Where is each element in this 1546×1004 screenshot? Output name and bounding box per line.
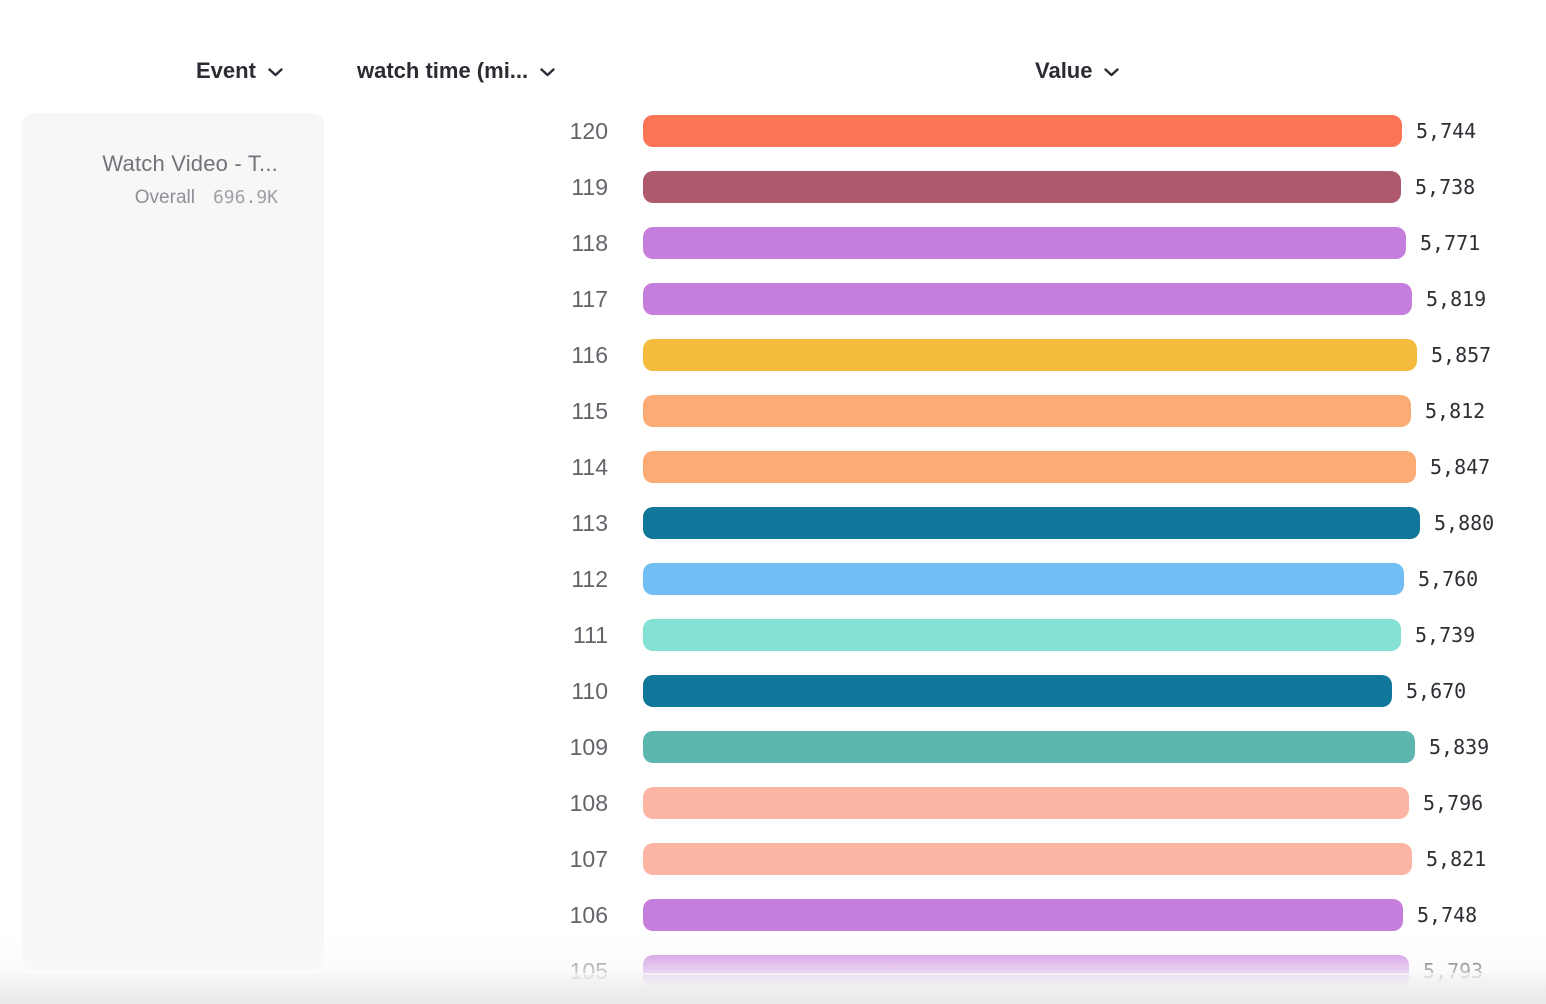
bar[interactable] (643, 227, 1406, 259)
category-label: 120 (569, 118, 608, 144)
value-label: 5,738 (1415, 175, 1476, 199)
category-label: 114 (571, 454, 608, 480)
category-label: 111 (573, 622, 608, 648)
chart-row: 114 5,847 (0, 451, 1546, 483)
event-card[interactable]: Watch Video - T... Overall 696.9K (22, 113, 324, 971)
chart-row: 117 5,819 (0, 283, 1546, 315)
measure-column-header[interactable]: watch time (mi... (357, 58, 555, 84)
bar[interactable] (643, 283, 1412, 315)
bar[interactable] (643, 563, 1404, 595)
value-label: 5,670 (1406, 679, 1467, 703)
event-title: Watch Video - T... (102, 151, 278, 176)
event-column-label: Event (196, 58, 256, 83)
segment-label: Overall (134, 187, 195, 208)
chart-row: 109 5,839 (0, 731, 1546, 763)
bar[interactable] (643, 899, 1403, 931)
bar[interactable] (643, 675, 1392, 707)
event-column-header[interactable]: Event (196, 58, 283, 84)
category-label: 107 (569, 846, 608, 872)
chevron-down-icon (540, 68, 555, 77)
chart-row: 111 5,739 (0, 619, 1546, 651)
event-metric-row: Overall 696.9K (22, 187, 278, 209)
category-label: 117 (571, 286, 608, 312)
chevron-down-icon (1104, 68, 1120, 77)
chart-row: 112 5,760 (0, 563, 1546, 595)
chart-row: 118 5,771 (0, 227, 1546, 259)
bar[interactable] (643, 115, 1402, 147)
category-label: 109 (569, 734, 608, 760)
chart-row: 106 5,748 (0, 899, 1546, 931)
category-label: 108 (569, 790, 608, 816)
value-label: 5,771 (1420, 231, 1481, 255)
value-label: 5,880 (1434, 511, 1495, 535)
value-label: 5,739 (1415, 623, 1476, 647)
value-column-label: Value (1035, 58, 1093, 83)
chart-row: 116 5,857 (0, 339, 1546, 371)
category-label: 110 (571, 678, 608, 704)
category-label: 113 (571, 510, 608, 536)
bar[interactable] (643, 787, 1409, 819)
category-label: 112 (571, 566, 608, 592)
bar[interactable] (643, 731, 1415, 763)
value-label: 5,819 (1426, 287, 1487, 311)
bar[interactable] (643, 395, 1411, 427)
value-column-header[interactable]: Value (1035, 58, 1120, 84)
value-label: 5,839 (1429, 735, 1490, 759)
value-label: 5,748 (1417, 903, 1478, 927)
bar[interactable] (643, 451, 1416, 483)
category-label: 106 (569, 902, 608, 928)
bar[interactable] (643, 843, 1412, 875)
chart-row: 107 5,821 (0, 843, 1546, 875)
bar[interactable] (643, 339, 1417, 371)
bar[interactable] (643, 171, 1401, 203)
bar[interactable] (643, 507, 1420, 539)
segment-total-value: 696.9K (212, 187, 278, 208)
chart-row: 110 5,670 (0, 675, 1546, 707)
value-label: 5,744 (1416, 119, 1477, 143)
chart-row: 113 5,880 (0, 507, 1546, 539)
category-label: 118 (571, 230, 608, 256)
chart-row: 108 5,796 (0, 787, 1546, 819)
value-label: 5,760 (1418, 567, 1479, 591)
value-label: 5,857 (1431, 343, 1492, 367)
bar[interactable] (643, 619, 1401, 651)
chart-row: 120 5,744 (0, 115, 1546, 147)
chevron-down-icon (268, 68, 283, 77)
value-label: 5,847 (1430, 455, 1491, 479)
measure-column-label: watch time (mi... (357, 58, 529, 83)
value-label: 5,821 (1426, 847, 1487, 871)
value-label: 5,812 (1425, 399, 1486, 423)
category-label: 116 (571, 342, 608, 368)
bottom-scroll-strip[interactable] (0, 973, 1546, 1004)
value-label: 5,796 (1423, 791, 1484, 815)
chart-row: 115 5,812 (0, 395, 1546, 427)
category-label: 115 (571, 398, 608, 424)
chart-row: 119 5,738 (0, 171, 1546, 203)
category-label: 119 (571, 174, 608, 200)
